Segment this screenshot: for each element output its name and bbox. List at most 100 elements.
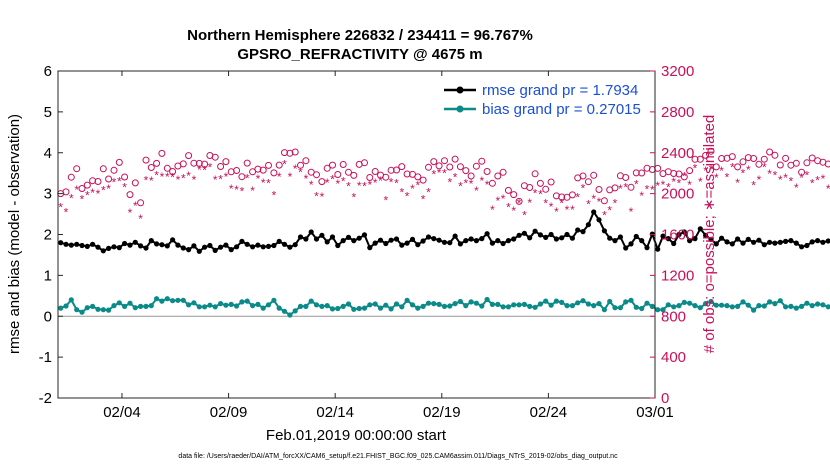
rmse-point — [553, 236, 560, 242]
obs-possible-point — [824, 160, 830, 168]
rmse-point — [820, 239, 826, 245]
rmse-point — [372, 240, 378, 246]
obs-assimilated-point: * — [458, 180, 463, 194]
rmse-point — [532, 228, 538, 234]
obs-possible-point — [590, 171, 598, 179]
obs-assimilated-point: * — [213, 173, 218, 187]
obs-assimilated-point: * — [181, 172, 186, 186]
obs-possible-point — [217, 163, 225, 170]
rmse-point — [815, 238, 821, 244]
obs-possible-point — [265, 161, 272, 169]
bias-point — [409, 302, 416, 308]
obs-assimilated-point: * — [575, 191, 580, 205]
bias-point — [591, 303, 597, 309]
obs-assimilated-point: * — [362, 179, 367, 193]
bias-point — [804, 300, 810, 306]
rmse-point — [585, 222, 592, 228]
obs-possible-point — [313, 171, 320, 179]
obs-assimilated-point: * — [165, 170, 170, 184]
bias-point — [708, 298, 714, 305]
bias-point — [527, 303, 533, 309]
obs-assimilated-point: * — [186, 169, 191, 183]
bias-point — [463, 303, 469, 309]
rmse-point — [489, 240, 495, 246]
rmse-point — [809, 239, 815, 245]
rmse-point — [329, 234, 336, 240]
obs-possible-point — [483, 168, 491, 175]
bias-point — [239, 299, 245, 305]
rmse-point — [484, 231, 490, 237]
bias-point — [404, 297, 410, 303]
y-axis-right-label: # of obs: o=possible; ∗=assimilated — [701, 115, 718, 354]
obs-possible-point — [712, 163, 720, 171]
rmse-point — [138, 243, 144, 249]
bias-point — [250, 303, 256, 309]
bias-point — [735, 303, 741, 309]
obs-possible-point — [147, 164, 155, 171]
rmse-point — [495, 238, 501, 244]
bias-point — [186, 302, 192, 308]
rmse-point — [196, 248, 202, 254]
obs-possible-point — [686, 167, 694, 175]
bias-point — [212, 304, 218, 310]
bias-point — [601, 307, 608, 313]
obs-assimilated-point: * — [96, 187, 101, 201]
y-tick-left-label: 0 — [44, 308, 52, 325]
obs-assimilated-point: * — [538, 188, 543, 202]
obs-assimilated-point: * — [703, 164, 708, 178]
bias-point — [447, 303, 453, 309]
obs-possible-point — [366, 174, 374, 181]
rmse-point — [148, 238, 154, 244]
rmse-point — [825, 238, 830, 244]
rmse-point — [297, 234, 304, 240]
obs-possible-point — [766, 148, 774, 156]
rmse-point — [511, 236, 517, 242]
y-tick-right-label: 2800 — [661, 104, 694, 121]
rmse-point — [729, 241, 735, 247]
obs-possible-point — [494, 172, 502, 180]
obs-assimilated-point: * — [463, 177, 468, 191]
bias-point — [95, 306, 101, 312]
rmse-point — [500, 240, 506, 247]
obs-assimilated-point: * — [394, 177, 399, 191]
bias-point — [260, 305, 266, 311]
obs-assimilated-point: * — [330, 172, 335, 186]
obs-possible-point — [734, 163, 742, 171]
obs-assimilated-point: * — [815, 173, 820, 187]
rmse-point — [132, 239, 138, 245]
bias-point — [111, 303, 117, 309]
obs-possible-point — [211, 153, 219, 161]
obs-assimilated-point: * — [437, 166, 442, 180]
obs-assimilated-point: * — [666, 181, 671, 195]
bias-point — [761, 303, 767, 309]
y-tick-right-label: 800 — [661, 308, 686, 325]
obs-assimilated-point: * — [517, 197, 522, 211]
rmse-point — [116, 245, 122, 251]
bias-point — [655, 307, 661, 313]
rmse-point — [106, 245, 112, 251]
obs-assimilated-point: * — [501, 192, 506, 206]
bias-point — [537, 301, 544, 307]
rmse-point — [143, 245, 149, 251]
rmse-point — [111, 244, 117, 250]
obs-assimilated-point: * — [671, 175, 676, 189]
bias-point — [377, 305, 384, 311]
bias-point — [228, 301, 234, 307]
rmse-point — [761, 242, 767, 248]
obs-possible-point — [243, 159, 251, 167]
rmse-point — [255, 242, 261, 248]
y-tick-left-label: -1 — [39, 349, 52, 366]
rmse-point — [580, 229, 586, 235]
obs-possible-point — [579, 172, 587, 180]
obs-assimilated-point: * — [570, 203, 575, 217]
obs-assimilated-point: * — [554, 205, 559, 219]
bias-point — [393, 301, 400, 307]
obs-possible-point — [771, 151, 779, 159]
rmse-point — [191, 243, 197, 249]
obs-possible-point — [499, 168, 507, 176]
obs-assimilated-point: * — [58, 200, 63, 214]
bias-point — [58, 305, 64, 311]
bias-point — [351, 306, 357, 312]
obs-assimilated-point: * — [762, 160, 767, 174]
obs-possible-point — [73, 165, 81, 173]
